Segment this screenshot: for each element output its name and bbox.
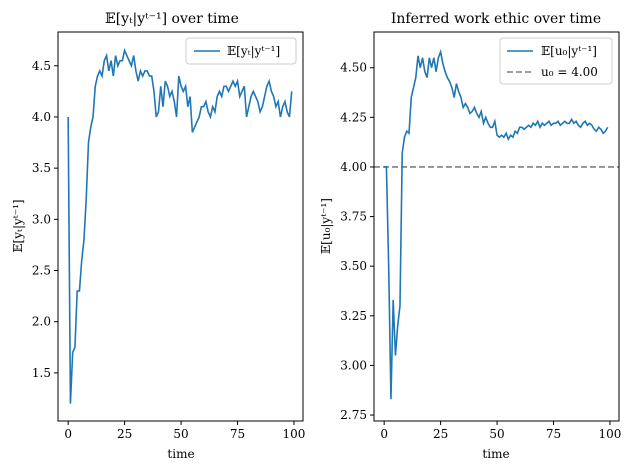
plot-frame <box>373 31 620 422</box>
y-tick-label: 3.00 <box>340 358 367 372</box>
y-axis-label: 𝔼[yₜ|yᵗ⁻¹] <box>11 199 25 252</box>
legend-box <box>185 37 297 65</box>
y-tick-label: 4.25 <box>340 110 367 124</box>
x-tick-label: 25 <box>117 427 132 441</box>
x-tick-label: 100 <box>599 427 622 441</box>
x-tick-label: 0 <box>64 427 72 441</box>
legend-label-work-ethic: 𝔼[u₀|yᵗ⁻¹] <box>541 44 597 58</box>
chart-title: 𝔼[yₜ|yᵗ⁻¹] over time <box>105 11 239 27</box>
y-tick-labels: 2.75 3.00 3.25 3.50 3.75 4.00 4.25 4.50 <box>340 61 367 422</box>
series-line-work-ethic <box>384 48 609 400</box>
series-line-expected-y <box>67 47 293 404</box>
y-axis-label: 𝔼[u₀|yᵗ⁻¹] <box>319 198 333 254</box>
x-tick-label: 25 <box>433 427 448 441</box>
y-tick-label: 1.5 <box>32 366 51 380</box>
chart-work-ethic: Inferred work ethic over time 2.75 3.00 3.… <box>319 11 621 461</box>
chart-title: Inferred work ethic over time <box>391 11 601 27</box>
legend-label-expected-y: 𝔼[yₜ|yᵗ⁻¹] <box>227 44 280 58</box>
x-tick-label: 100 <box>283 427 306 441</box>
y-tick-label: 4.0 <box>32 110 51 124</box>
y-tick-label: 2.5 <box>32 264 51 278</box>
y-tick-label: 4.5 <box>32 59 51 73</box>
y-tick-label: 3.25 <box>340 309 367 323</box>
x-tick-label: 75 <box>230 427 245 441</box>
y-tick-label: 2.0 <box>32 315 51 329</box>
tick-marks <box>54 65 295 425</box>
x-tick-label: 0 <box>380 427 388 441</box>
y-tick-label: 3.0 <box>32 212 51 226</box>
y-tick-label: 2.75 <box>340 408 367 422</box>
plot-frame <box>57 31 304 422</box>
x-axis-label: time <box>482 447 509 461</box>
y-tick-label: 3.75 <box>340 210 367 224</box>
y-tick-label: 3.50 <box>340 259 367 273</box>
tick-marks <box>370 67 611 425</box>
y-tick-labels: 1.5 2.0 2.5 3.0 3.5 4.0 4.5 <box>32 59 51 380</box>
y-tick-label: 3.5 <box>32 161 51 175</box>
x-tick-labels: 0 25 50 75 100 <box>380 427 621 441</box>
legend: 𝔼[u₀|yᵗ⁻¹] u₀ = 4.00 <box>499 37 613 85</box>
y-tick-label: 4.00 <box>340 160 367 174</box>
y-tick-label: 4.50 <box>340 61 367 75</box>
x-tick-label: 50 <box>489 427 504 441</box>
x-axis-label: time <box>167 447 194 461</box>
legend-label-reference: u₀ = 4.00 <box>541 65 598 79</box>
x-tick-label: 75 <box>546 427 561 441</box>
x-tick-label: 50 <box>173 427 188 441</box>
legend: 𝔼[yₜ|yᵗ⁻¹] <box>185 37 297 65</box>
chart-expected-y: 𝔼[yₜ|yᵗ⁻¹] over time 1.5 2.0 2.5 3.0 3.5 4.0 4… <box>11 11 305 461</box>
x-tick-labels: 0 25 50 75 100 <box>64 427 305 441</box>
